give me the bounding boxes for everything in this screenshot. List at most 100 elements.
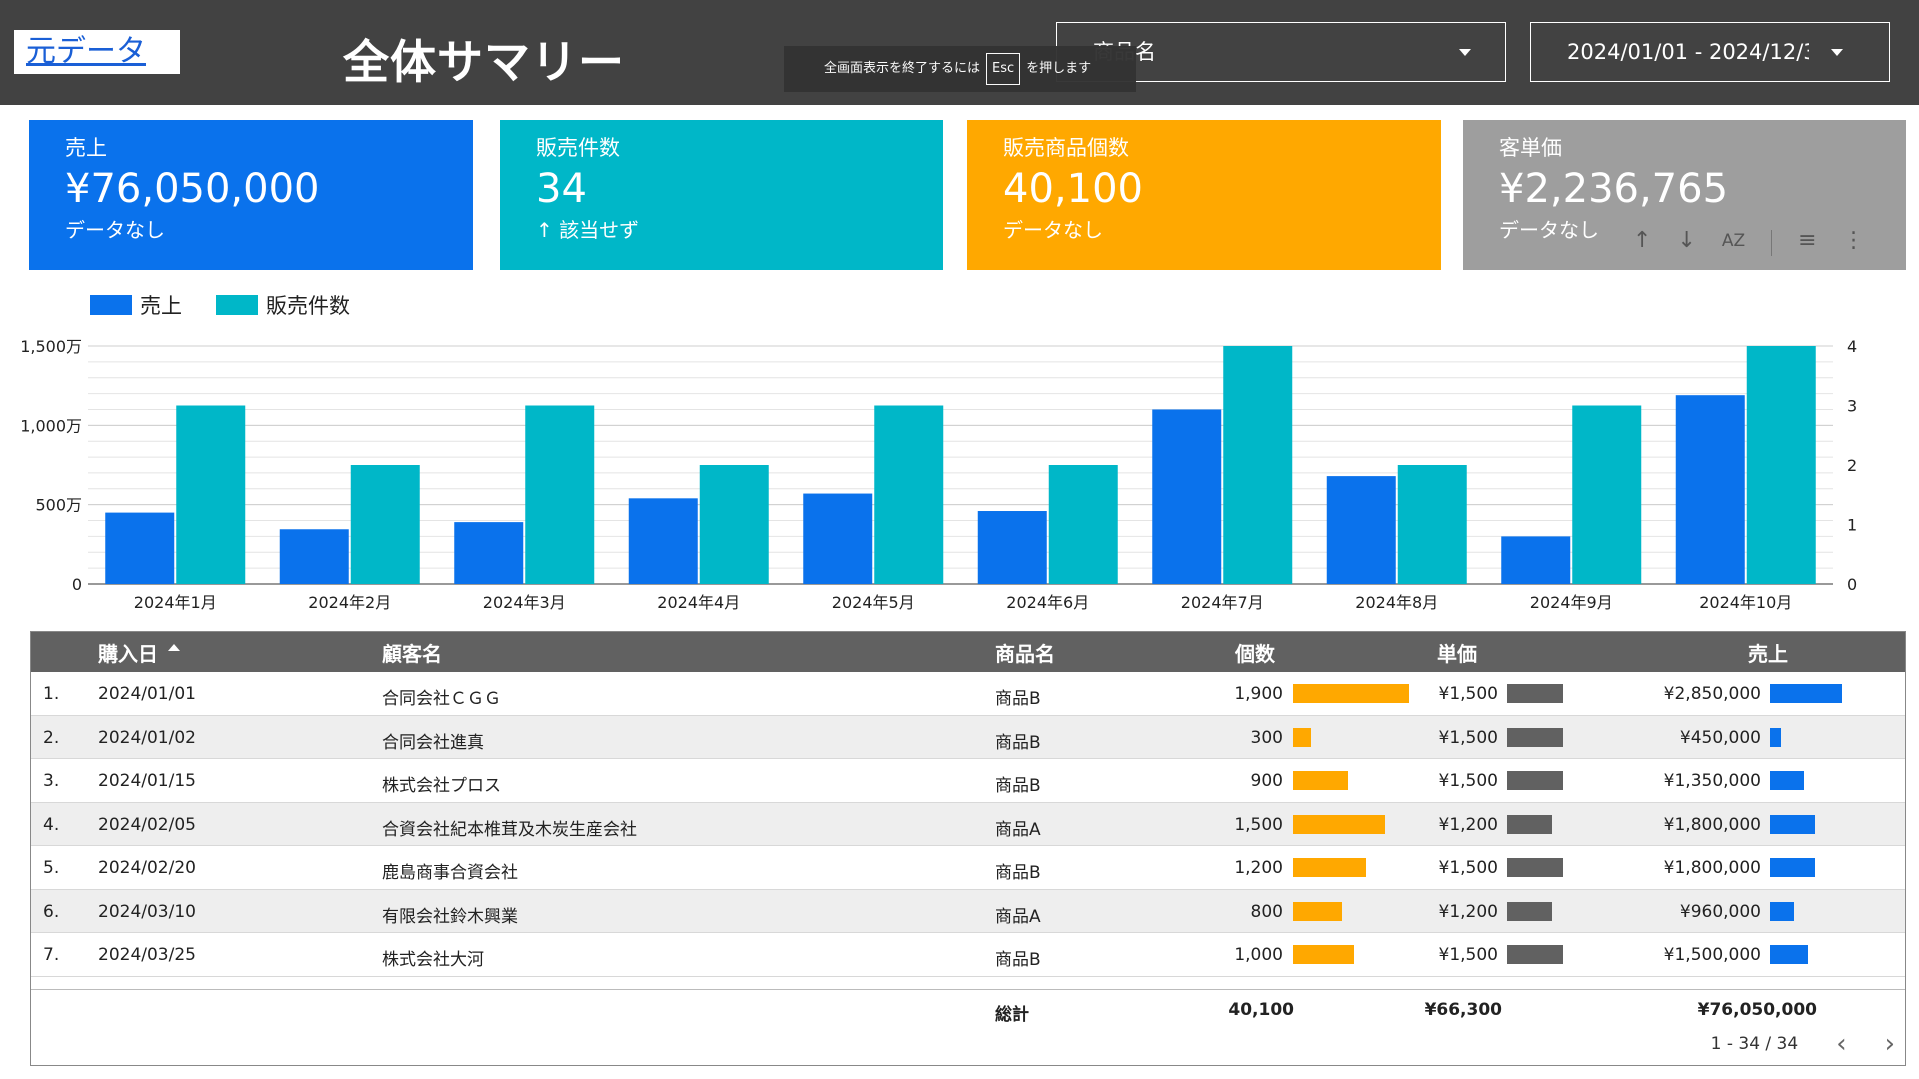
page-title: 全体サマリー bbox=[343, 35, 625, 89]
quantity-bar bbox=[1293, 901, 1342, 921]
table-row[interactable]: 5. 2024/02/20 鹿島商事合資会社 商品B 1,200 ¥1,500 ¥1,800… bbox=[31, 846, 1905, 890]
cell-date: 2024/01/15 bbox=[98, 771, 196, 791]
row-number: 7. bbox=[43, 945, 60, 965]
scorecard-value: 34 bbox=[536, 166, 587, 212]
scorecard-value: ¥76,050,000 bbox=[65, 166, 320, 212]
bar-sales bbox=[628, 498, 698, 584]
sort-descending-icon[interactable]: ↓ bbox=[1677, 228, 1696, 253]
bar-sales bbox=[105, 512, 175, 584]
next-page-icon[interactable]: › bbox=[1884, 1029, 1895, 1059]
table-pagination: 1 - 34 / 34 ‹ › bbox=[1711, 1029, 1895, 1059]
chart-toolbar: ↑ ↓ AZ ≡ ⋮ bbox=[1633, 228, 1865, 256]
sort-ascending-icon[interactable]: ↑ bbox=[1633, 228, 1652, 253]
bar-sales bbox=[803, 493, 873, 584]
column-header-product[interactable]: 商品名 bbox=[995, 642, 1055, 666]
bar-sales bbox=[454, 522, 524, 584]
bar-sales bbox=[1501, 536, 1571, 584]
cell-product: 商品B bbox=[995, 950, 1041, 970]
cell-quantity: 800 bbox=[1250, 901, 1283, 922]
table-row[interactable]: 3. 2024/01/15 株式会社プロス 商品B 900 ¥1,500 ¥1,350,00… bbox=[31, 759, 1905, 803]
unit-price-bar bbox=[1507, 901, 1552, 921]
scorecard-comparison: ↑ 該当せず bbox=[536, 218, 640, 242]
bar-sales bbox=[279, 529, 349, 584]
column-header-sales[interactable]: 売上 bbox=[1748, 642, 1788, 666]
cell-product: 商品B bbox=[995, 863, 1041, 883]
totals-quantity: 40,100 bbox=[1228, 1000, 1294, 1020]
scorecard-label: 販売件数 bbox=[536, 136, 620, 160]
legend-item-sales[interactable]: 売上 bbox=[90, 290, 182, 320]
totals-unit-price: ¥66,300 bbox=[1424, 1000, 1502, 1020]
column-header-unit-price[interactable]: 単価 bbox=[1437, 642, 1477, 666]
scorecard-order-count[interactable]: 販売件数 34 ↑ 該当せず bbox=[500, 120, 943, 270]
cell-quantity: 900 bbox=[1250, 771, 1283, 791]
y-right-tick-label: 2 bbox=[1847, 456, 1857, 475]
cell-customer: 合資会社紀本椎茸及木炭生産会社 bbox=[382, 819, 637, 840]
table-row[interactable]: 6. 2024/03/10 有限会社鈴木興業 商品A 800 ¥1,200 ¥960,000 bbox=[31, 889, 1905, 933]
unit-price-bar bbox=[1507, 858, 1563, 877]
table-row[interactable]: 4. 2024/02/05 合資会社紀本椎茸及木炭生産会社 商品A 1,500 ¥1,20… bbox=[31, 802, 1905, 846]
cell-product: 商品A bbox=[995, 819, 1041, 840]
totals-label: 総計 bbox=[995, 1005, 1029, 1025]
scorecard-units-sold[interactable]: 販売商品個数 40,100 データなし bbox=[967, 120, 1441, 270]
scorecard-value: ¥2,236,765 bbox=[1499, 166, 1729, 212]
cell-unit-price: ¥1,500 bbox=[1438, 945, 1498, 965]
source-data-link[interactable]: 元データ bbox=[14, 30, 180, 74]
cell-sales: ¥450,000 bbox=[1679, 727, 1761, 748]
legend-swatch bbox=[90, 295, 132, 315]
more-options-icon[interactable]: ⋮ bbox=[1842, 228, 1865, 253]
scorecard-comparison: データなし bbox=[65, 218, 165, 242]
scorecard-avg-order-value[interactable]: 客単価 ¥2,236,765 データなし ↑ ↓ AZ ≡ ⋮ bbox=[1463, 120, 1906, 270]
column-header-quantity[interactable]: 個数 bbox=[1235, 642, 1275, 666]
cell-date: 2024/03/25 bbox=[98, 945, 196, 965]
scorecard-label: 売上 bbox=[65, 136, 107, 160]
cell-sales: ¥2,850,000 bbox=[1663, 684, 1761, 704]
column-header-date[interactable]: 購入日 bbox=[98, 638, 180, 667]
x-tick-label: 2024年5月 bbox=[832, 593, 915, 612]
chart-canvas: 0 500万 1,000万 1,500万 0 1 2 3 4 2024年1月 2024年2月 2024… bbox=[20, 337, 1857, 612]
x-tick-label: 2024年4月 bbox=[657, 593, 740, 612]
sales-chart: 売上 販売件数 0 500万 1,000万 1,500万 0 1 2 3 4 2024年1月 202… bbox=[0, 290, 1919, 620]
cell-quantity: 300 bbox=[1250, 727, 1283, 748]
y-left-tick-label: 1,500万 bbox=[20, 337, 82, 356]
quantity-bar bbox=[1293, 945, 1355, 964]
x-tick-label: 2024年6月 bbox=[1006, 593, 1089, 612]
cell-quantity: 1,200 bbox=[1234, 858, 1283, 878]
x-tick-label: 2024年8月 bbox=[1355, 593, 1438, 612]
previous-page-icon[interactable]: ‹ bbox=[1836, 1029, 1847, 1059]
scorecard-value: 40,100 bbox=[1003, 166, 1143, 212]
table-row[interactable]: 1. 2024/01/01 合同会社ＣＧＧ 商品B 1,900 ¥1,500 ¥2,850,… bbox=[31, 672, 1905, 716]
report-header: 元データ 全体サマリー 商品名 2024/01/01 - 2024/12/31 … bbox=[0, 0, 1919, 105]
bar-order-count bbox=[1223, 346, 1293, 584]
sales-bar bbox=[1770, 684, 1842, 703]
x-tick-label: 2024年9月 bbox=[1530, 593, 1613, 612]
legend-item-order-count[interactable]: 販売件数 bbox=[216, 290, 350, 320]
column-header-customer[interactable]: 顧客名 bbox=[382, 642, 442, 666]
bar-order-count bbox=[1397, 465, 1467, 584]
cell-sales: ¥1,350,000 bbox=[1663, 771, 1761, 791]
orders-table: 購入日 顧客名 商品名 個数 単価 売上 1. 2024/01/01 合同会社ＣＧＧ… bbox=[30, 631, 1906, 1066]
sales-bar bbox=[1770, 727, 1782, 747]
y-left-tick-label: 500万 bbox=[35, 496, 82, 515]
quantity-bar bbox=[1293, 684, 1409, 703]
scorecard-label: 客単価 bbox=[1499, 136, 1562, 160]
x-tick-label: 2024年10月 bbox=[1699, 593, 1792, 612]
filter-icon[interactable]: ≡ bbox=[1798, 228, 1817, 253]
y-right-tick-label: 3 bbox=[1847, 397, 1857, 416]
pagination-label: 1 - 34 / 34 bbox=[1710, 1034, 1799, 1054]
legend-label: 販売件数 bbox=[266, 294, 350, 318]
sort-alpha-icon[interactable]: AZ bbox=[1721, 231, 1746, 251]
chevron-down-icon bbox=[1459, 49, 1471, 56]
row-number: 3. bbox=[43, 771, 60, 791]
chevron-down-icon bbox=[1831, 49, 1843, 56]
scorecard-comparison: データなし bbox=[1499, 218, 1599, 242]
cell-sales: ¥1,800,000 bbox=[1663, 858, 1761, 878]
table-row[interactable]: 7. 2024/03/25 株式会社大河 商品B 1,000 ¥1,500 ¥1,500,0… bbox=[31, 933, 1905, 977]
legend-swatch bbox=[216, 295, 258, 315]
x-tick-label: 2024年2月 bbox=[308, 593, 391, 612]
quantity-bar bbox=[1293, 858, 1367, 877]
cell-date: 2024/01/01 bbox=[98, 684, 196, 704]
cell-customer: 株式会社プロス bbox=[382, 776, 501, 796]
date-range-dropdown[interactable]: 2024/01/01 - 2024/12/31 bbox=[1530, 22, 1890, 82]
table-row[interactable]: 2. 2024/01/02 合同会社進真 商品B 300 ¥1,500 ¥450,000 bbox=[31, 715, 1905, 759]
scorecard-sales[interactable]: 売上 ¥76,050,000 データなし bbox=[29, 120, 473, 270]
